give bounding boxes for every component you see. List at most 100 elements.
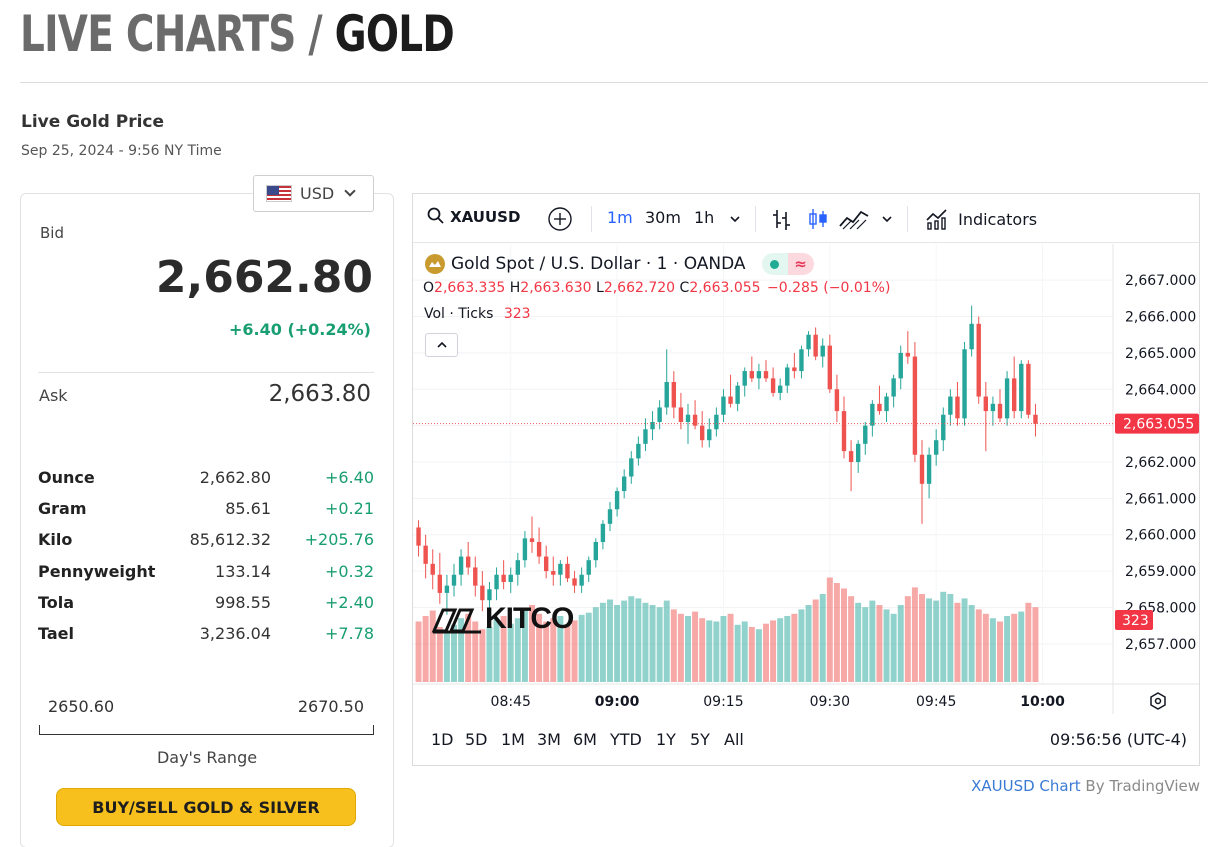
indicators-button[interactable]: Indicators — [925, 206, 1037, 230]
volume-bar — [557, 616, 564, 682]
time-tick-label: 08:45 — [491, 694, 531, 710]
range-all[interactable]: All — [724, 730, 744, 749]
volume-bar — [500, 616, 507, 682]
candle-body — [473, 567, 478, 586]
volume-bar — [692, 611, 699, 682]
volume-bar — [933, 600, 940, 682]
volume-bar — [926, 598, 933, 682]
candles-style-button[interactable] — [807, 206, 829, 236]
volume-bar — [954, 602, 961, 682]
range-5d[interactable]: 5D — [465, 730, 488, 749]
time-tick-label: 09:15 — [703, 694, 743, 710]
chart-type-dropdown[interactable] — [881, 210, 893, 229]
unit-row: Tael 3,236.04 +7.78 — [38, 618, 374, 649]
price-axis: 2,667.000 2,666.000 2,665.000 2,664.000 2,66… — [1112, 244, 1196, 714]
candle-body — [735, 385, 740, 404]
volume-bar — [819, 594, 826, 682]
candle-body — [444, 585, 450, 593]
volume-bar — [607, 599, 613, 682]
settings-icon-hex — [1150, 692, 1166, 710]
volume-bar — [529, 605, 535, 682]
day-range-low: 2650.60 — [48, 697, 115, 716]
candles — [416, 305, 1038, 615]
currency-label: USD — [300, 184, 335, 203]
candle-body — [529, 538, 535, 542]
time-tick-label: 10:00 — [1020, 694, 1065, 710]
volume-bar — [699, 618, 706, 682]
candle-body — [848, 451, 854, 462]
candle-body — [692, 414, 698, 426]
tradingview-byline: By TradingView — [1080, 777, 1200, 795]
market-open-indicator[interactable] — [761, 253, 788, 275]
range-ytd[interactable]: YTD — [610, 730, 642, 749]
delay-indicator[interactable]: ≈ — [787, 253, 814, 275]
volume-label: Vol · Ticks — [424, 306, 494, 322]
candle-body — [898, 352, 903, 379]
candle-body — [841, 411, 847, 452]
compare-button[interactable] — [547, 206, 573, 236]
volume-bar — [628, 596, 635, 682]
volume-bar — [649, 605, 656, 682]
unit-change: +6.40 — [324, 468, 374, 488]
range-1m[interactable]: 1M — [501, 730, 525, 749]
bid-change: +6.40 (+0.24%) — [229, 320, 371, 339]
candle-body — [948, 396, 953, 415]
toolbar-separator — [907, 206, 908, 232]
candle-body — [543, 556, 549, 572]
interval-30m[interactable]: 30m — [645, 208, 681, 227]
candle-body — [593, 542, 599, 561]
price-card — [20, 193, 394, 847]
volume-bar — [486, 627, 493, 682]
price-chart[interactable]: 2,667.000 2,666.000 2,665.000 2,664.000 2,66… — [413, 244, 1199, 714]
xauusd-chart-link[interactable]: XAUUSD Chart — [971, 777, 1081, 795]
add-circle-icon — [548, 207, 572, 231]
volume-bar — [947, 594, 954, 682]
unit-name: Ounce — [38, 468, 95, 488]
volume-bar — [578, 614, 585, 682]
candle-body — [941, 414, 946, 441]
volume-bar — [982, 613, 989, 682]
bar-style-button[interactable] — [771, 206, 793, 236]
unit-price: 85.61 — [225, 499, 271, 519]
volume-bar — [805, 605, 812, 682]
candle-body — [501, 574, 506, 582]
interval-dropdown[interactable] — [729, 210, 741, 229]
price-tick-label: 2,665.000 — [1125, 346, 1196, 362]
range-5y[interactable]: 5Y — [690, 730, 710, 749]
range-1d[interactable]: 1D — [431, 730, 454, 749]
page-title: LIVE CHARTS / GOLD — [20, 2, 455, 66]
interval-1h[interactable]: 1h — [694, 208, 715, 227]
close-value: 2,663.055 — [689, 280, 761, 296]
chart-type-button[interactable] — [839, 208, 869, 234]
unit-row: Tola 998.55 +2.40 — [38, 587, 374, 618]
range-6m[interactable]: 6M — [573, 730, 597, 749]
candle-body — [607, 509, 613, 524]
candle-body — [636, 443, 641, 459]
buy-sell-button[interactable]: BUY/SELL GOLD & SILVER — [56, 788, 356, 826]
volume-bar — [961, 598, 968, 682]
currency-select[interactable]: USD — [253, 175, 374, 212]
symbol-search[interactable]: XAUUSD — [427, 207, 520, 226]
candle-body — [926, 454, 932, 484]
range-3m[interactable]: 3M — [537, 730, 561, 749]
tradingview-credit: XAUUSD Chart By TradingView — [971, 777, 1200, 795]
unit-price: 133.14 — [215, 561, 271, 581]
volume-bar — [677, 613, 684, 682]
range-1y[interactable]: 1Y — [656, 730, 676, 749]
chart-clock[interactable]: 09:56:56 (UTC-4) — [1049, 730, 1187, 749]
unit-name: Gram — [38, 499, 87, 519]
volume-bars — [415, 577, 1039, 682]
interval-1m[interactable]: 1m — [607, 208, 633, 227]
status-dot-icon — [770, 259, 780, 269]
volume-bar — [989, 618, 996, 682]
candle-body — [728, 396, 733, 404]
volume-bar — [720, 616, 727, 682]
collapse-legend-button[interactable] — [425, 333, 458, 357]
last-volume-tag — [1115, 610, 1153, 630]
volume-bar — [1018, 611, 1025, 682]
candle-body — [919, 454, 925, 484]
volume-bar — [1025, 602, 1032, 682]
volume-bar — [862, 607, 869, 682]
price-tick-label: 2,667.000 — [1125, 273, 1196, 289]
open-value: 2,663.335 — [434, 280, 506, 296]
